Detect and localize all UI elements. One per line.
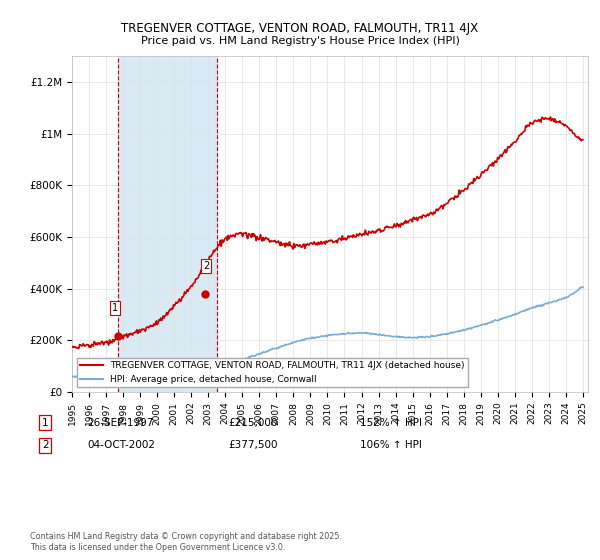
- Text: 26-SEP-1997: 26-SEP-1997: [87, 418, 154, 428]
- Text: £215,000: £215,000: [228, 418, 277, 428]
- Text: Contains HM Land Registry data © Crown copyright and database right 2025.
This d: Contains HM Land Registry data © Crown c…: [30, 532, 342, 552]
- Text: 2: 2: [203, 261, 209, 271]
- Bar: [118, 56, 217, 392]
- Legend: TREGENVER COTTAGE, VENTON ROAD, FALMOUTH, TR11 4JX (detached house), HPI: Averag: TREGENVER COTTAGE, VENTON ROAD, FALMOUTH…: [77, 358, 468, 388]
- Text: Price paid vs. HM Land Registry's House Price Index (HPI): Price paid vs. HM Land Registry's House …: [140, 36, 460, 46]
- Text: £377,500: £377,500: [228, 440, 277, 450]
- Text: TREGENVER COTTAGE, VENTON ROAD, FALMOUTH, TR11 4JX: TREGENVER COTTAGE, VENTON ROAD, FALMOUTH…: [121, 22, 479, 35]
- Text: 1: 1: [112, 303, 118, 313]
- Text: 106% ↑ HPI: 106% ↑ HPI: [360, 440, 422, 450]
- Text: 04-OCT-2002: 04-OCT-2002: [87, 440, 155, 450]
- Text: 152% ↑ HPI: 152% ↑ HPI: [360, 418, 422, 428]
- Text: 2: 2: [42, 440, 49, 450]
- Text: 1: 1: [42, 418, 49, 428]
